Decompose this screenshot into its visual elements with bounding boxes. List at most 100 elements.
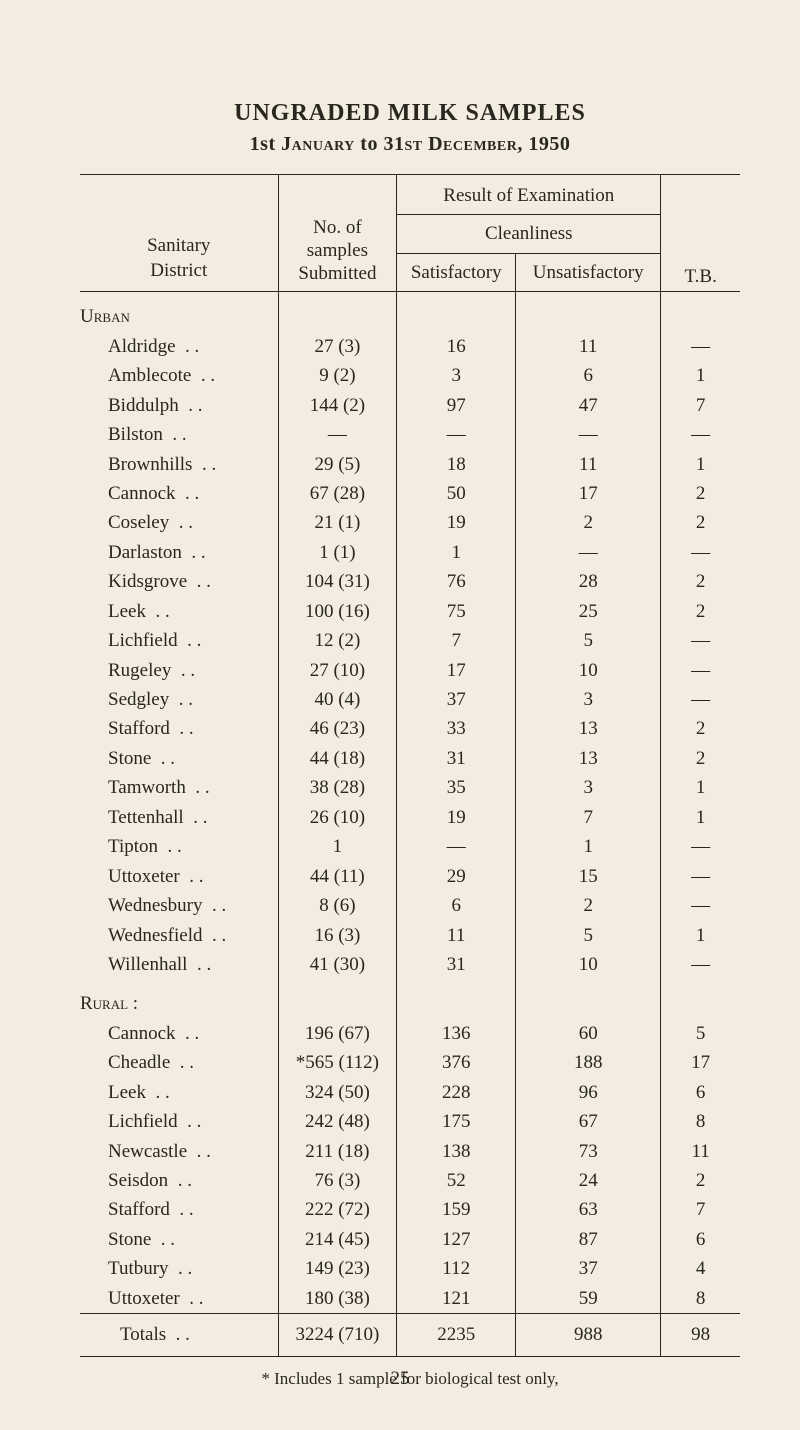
- rural-row-samples: 242 (48): [278, 1107, 397, 1136]
- rural-row-sat: 175: [397, 1107, 516, 1136]
- rural-row-name: Cheadle . .: [80, 1048, 278, 1077]
- urban-row-samples: 27 (10): [278, 656, 397, 685]
- urban-row-sat: 50: [397, 479, 516, 508]
- urban-row-samples: 9 (2): [278, 361, 397, 390]
- totals-label: Totals: [120, 1324, 166, 1345]
- table-row: Kidsgrove . .104 (31)76282: [80, 567, 740, 596]
- urban-row-unsat: 2: [516, 508, 661, 537]
- urban-row-tb: 2: [661, 744, 740, 773]
- title2-c: to: [355, 133, 384, 155]
- urban-row-samples: 8 (6): [278, 891, 397, 920]
- urban-row-tb: —: [661, 538, 740, 567]
- title2-a: 1st: [250, 133, 281, 155]
- urban-row-sat: 31: [397, 744, 516, 773]
- table-row: Uttoxeter . .44 (11)2915—: [80, 862, 740, 891]
- urban-row-name: Rugeley . .: [80, 656, 278, 685]
- totals-tb: 98: [661, 1314, 740, 1356]
- rural-row-name: Stafford . .: [80, 1195, 278, 1224]
- title2-d: 31st December: [383, 133, 517, 155]
- table-row: Cannock . .67 (28)50172: [80, 479, 740, 508]
- urban-row-samples: 67 (28): [278, 479, 397, 508]
- page-number: 25: [0, 1368, 800, 1390]
- urban-row-tb: —: [661, 656, 740, 685]
- urban-row-sat: 35: [397, 773, 516, 802]
- urban-row-samples: 46 (23): [278, 714, 397, 743]
- table-row: Seisdon . .76 (3)52242: [80, 1166, 740, 1195]
- table-row: Leek . .100 (16)75252: [80, 597, 740, 626]
- table-row: Wednesfield . .16 (3)1151: [80, 921, 740, 950]
- rural-row-name: Lichfield . .: [80, 1107, 278, 1136]
- hdr-sanitary-l1: Sanitary: [147, 235, 210, 256]
- urban-row-tb: —: [661, 420, 740, 449]
- rural-row-samples: 214 (45): [278, 1225, 397, 1254]
- urban-row-sat: 18: [397, 450, 516, 479]
- urban-row-name: Biddulph . .: [80, 391, 278, 420]
- urban-row-name: Brownhills . .: [80, 450, 278, 479]
- urban-row-sat: 17: [397, 656, 516, 685]
- urban-row-samples: 40 (4): [278, 685, 397, 714]
- urban-row-name: Tettenhall . .: [80, 803, 278, 832]
- hdr-no-of-samples: No. of samples Submitted: [278, 175, 397, 292]
- table-row: Willenhall . .41 (30)3110—: [80, 950, 740, 979]
- urban-row-unsat: 10: [516, 950, 661, 979]
- urban-row-sat: 33: [397, 714, 516, 743]
- urban-row-name: Wednesfield . .: [80, 921, 278, 950]
- rural-row-name: Stone . .: [80, 1225, 278, 1254]
- rural-row-unsat: 87: [516, 1225, 661, 1254]
- totals-samples: 3224 (710): [278, 1314, 397, 1356]
- urban-row-tb: 2: [661, 479, 740, 508]
- section-rural-label: Rural :: [80, 989, 278, 1018]
- table-row: Leek . .324 (50)228966: [80, 1078, 740, 1107]
- urban-row-samples: 27 (3): [278, 332, 397, 361]
- rural-row-tb: 6: [661, 1078, 740, 1107]
- rural-row-samples: 76 (3): [278, 1166, 397, 1195]
- rural-row-sat: 159: [397, 1195, 516, 1224]
- table-row: Stafford . .222 (72)159637: [80, 1195, 740, 1224]
- rural-row-tb: 2: [661, 1166, 740, 1195]
- urban-row-samples: 16 (3): [278, 921, 397, 950]
- rural-row-sat: 138: [397, 1137, 516, 1166]
- milk-samples-table: Sanitary District No. of samples Submitt…: [80, 174, 740, 1357]
- urban-row-name: Cannock . .: [80, 479, 278, 508]
- urban-row-sat: 16: [397, 332, 516, 361]
- hdr-unsatisfactory: Unsatisfactory: [516, 253, 661, 291]
- urban-row-tb: 2: [661, 567, 740, 596]
- rural-row-tb: 17: [661, 1048, 740, 1077]
- urban-row-sat: 37: [397, 685, 516, 714]
- urban-row-sat: 1: [397, 538, 516, 567]
- table-row: Sedgley . .40 (4)373—: [80, 685, 740, 714]
- rural-row-unsat: 188: [516, 1048, 661, 1077]
- rural-row-name: Seisdon . .: [80, 1166, 278, 1195]
- rural-row-sat: 376: [397, 1048, 516, 1077]
- table-row: Biddulph . .144 (2)97477: [80, 391, 740, 420]
- table-row: Lichfield . .242 (48)175678: [80, 1107, 740, 1136]
- urban-row-name: Darlaston . .: [80, 538, 278, 567]
- section-urban-label: Urban: [80, 302, 278, 331]
- urban-row-samples: 12 (2): [278, 626, 397, 655]
- table-row: Uttoxeter . .180 (38)121598: [80, 1284, 740, 1314]
- urban-row-name: Amblecote . .: [80, 361, 278, 390]
- rural-row-tb: 4: [661, 1254, 740, 1283]
- urban-row-tb: 2: [661, 714, 740, 743]
- hdr-noof-l3: Submitted: [298, 263, 376, 284]
- urban-row-name: Aldridge . .: [80, 332, 278, 361]
- urban-row-sat: 31: [397, 950, 516, 979]
- urban-row-name: Sedgley . .: [80, 685, 278, 714]
- urban-row-samples: —: [278, 420, 397, 449]
- rural-row-unsat: 67: [516, 1107, 661, 1136]
- rural-row-tb: 8: [661, 1284, 740, 1314]
- urban-row-unsat: 10: [516, 656, 661, 685]
- urban-row-samples: 104 (31): [278, 567, 397, 596]
- table-row: Tipton . .1—1—: [80, 832, 740, 861]
- hdr-result: Result of Examination: [397, 175, 661, 215]
- urban-row-name: Bilston . .: [80, 420, 278, 449]
- urban-row-tb: 1: [661, 803, 740, 832]
- urban-row-unsat: 15: [516, 862, 661, 891]
- urban-row-tb: —: [661, 950, 740, 979]
- table-row: Tamworth . .38 (28)3531: [80, 773, 740, 802]
- rural-row-samples: 196 (67): [278, 1019, 397, 1048]
- urban-row-unsat: 25: [516, 597, 661, 626]
- hdr-satisfactory: Satisfactory: [397, 253, 516, 291]
- urban-row-unsat: —: [516, 538, 661, 567]
- rural-row-tb: 11: [661, 1137, 740, 1166]
